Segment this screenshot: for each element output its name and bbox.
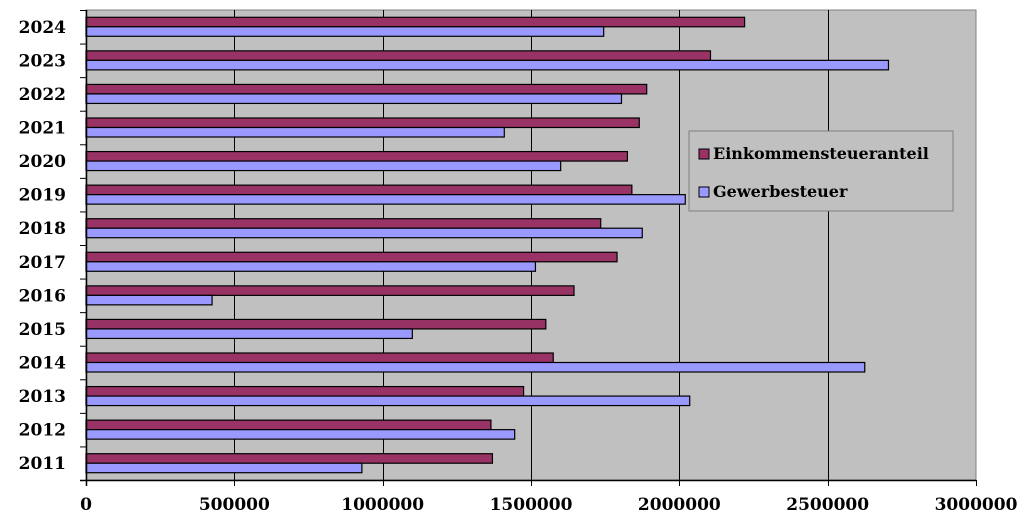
legend-box bbox=[688, 130, 954, 212]
y-tick-label-2019: 2019 bbox=[19, 186, 66, 206]
bar-einkommensteueranteil-2016 bbox=[85, 285, 575, 296]
bar-gewerbesteuer-2016 bbox=[85, 294, 213, 306]
y-tick-label-2018: 2018 bbox=[19, 219, 66, 239]
y-tick-label-2023: 2023 bbox=[19, 51, 66, 71]
x-tick-label-1500000: 1500000 bbox=[490, 495, 573, 515]
y-tick-label-2020: 2020 bbox=[19, 152, 66, 172]
bar-einkommensteueranteil-2014 bbox=[85, 352, 554, 364]
bar-gewerbesteuer-2018 bbox=[85, 227, 643, 239]
legend-label-gewerbesteuer: Gewerbesteuer bbox=[713, 182, 848, 201]
bar-einkommensteueranteil-2021 bbox=[85, 117, 640, 129]
y-tick-label-2017: 2017 bbox=[19, 253, 66, 273]
y-tick-label-2014: 2014 bbox=[19, 354, 66, 374]
bar-einkommensteueranteil-2013 bbox=[85, 385, 525, 397]
y-tick-label-2011: 2011 bbox=[19, 454, 66, 474]
bar-einkommensteueranteil-2011 bbox=[85, 453, 494, 464]
y-tick-label-2022: 2022 bbox=[19, 85, 66, 105]
bar-gewerbesteuer-2020 bbox=[85, 160, 562, 172]
axes: 2011 2012 2013 2014 2015 2016 2017 2018 2019 2020… bbox=[19, 10, 1018, 515]
x-tick-label-2500000: 2500000 bbox=[786, 495, 869, 515]
y-tick-label-2021: 2021 bbox=[19, 119, 66, 139]
legend-label-einkommensteueranteil: Einkommensteueranteil bbox=[713, 144, 929, 163]
bar-gewerbesteuer-2024 bbox=[85, 26, 605, 37]
y-tick-label-2024: 2024 bbox=[19, 18, 66, 38]
bar-gewerbesteuer-2015 bbox=[85, 328, 413, 340]
x-tick-label-3000000: 3000000 bbox=[935, 495, 1018, 515]
bar-einkommensteueranteil-2012 bbox=[85, 419, 492, 431]
x-tick-label-500000: 500000 bbox=[199, 495, 270, 515]
y-tick-label-2015: 2015 bbox=[19, 320, 66, 340]
bar-einkommensteueranteil-2024 bbox=[85, 16, 746, 28]
bar-gewerbesteuer-2014 bbox=[85, 361, 866, 373]
bar-einkommensteueranteil-2020 bbox=[85, 150, 629, 162]
x-tick-label-1000000: 1000000 bbox=[341, 495, 424, 515]
bar-einkommensteueranteil-2023 bbox=[85, 50, 712, 61]
bar-gewerbesteuer-2011 bbox=[85, 462, 363, 474]
x-tick-label-2000000: 2000000 bbox=[638, 495, 721, 515]
bar-gewerbesteuer-2017 bbox=[85, 261, 537, 272]
bar-einkommensteueranteil-2015 bbox=[85, 318, 547, 330]
bar-einkommensteueranteil-2019 bbox=[85, 184, 633, 196]
bar-gewerbesteuer-2019 bbox=[85, 194, 686, 205]
bar-gewerbesteuer-2021 bbox=[85, 126, 505, 138]
x-tick-label-0: 0 bbox=[80, 495, 92, 515]
y-tick-label-2013: 2013 bbox=[19, 387, 66, 407]
bar-gewerbesteuer-2013 bbox=[85, 395, 691, 407]
y-tick-label-2016: 2016 bbox=[19, 286, 66, 306]
y-tick-label-2012: 2012 bbox=[19, 421, 66, 441]
legend: Einkommensteueranteil Gewerbesteuer bbox=[688, 130, 954, 212]
legend-swatch-gewerbesteuer bbox=[698, 186, 710, 198]
bar-gewerbesteuer-2022 bbox=[85, 93, 623, 105]
bar-einkommensteueranteil-2018 bbox=[85, 218, 602, 229]
bar-gewerbesteuer-2012 bbox=[85, 429, 516, 440]
bars bbox=[85, 16, 890, 474]
legend-swatch-einkommensteueranteil bbox=[698, 148, 710, 160]
bar-einkommensteueranteil-2017 bbox=[85, 251, 618, 263]
bar-einkommensteueranteil-2022 bbox=[85, 83, 648, 95]
bar-gewerbesteuer-2023 bbox=[85, 59, 890, 71]
